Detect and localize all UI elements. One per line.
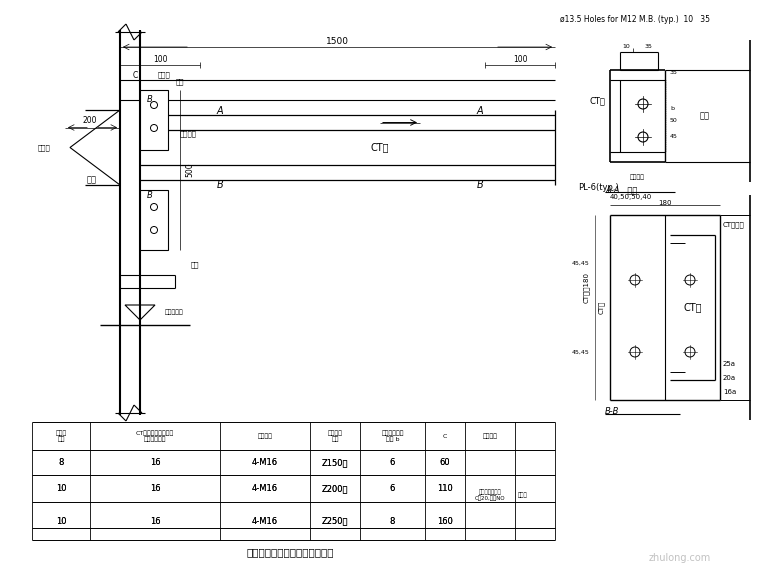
- Text: A: A: [217, 105, 223, 116]
- Text: 刃脚斜坡板: 刃脚斜坡板: [165, 309, 184, 315]
- Text: 4-M16: 4-M16: [252, 484, 278, 493]
- Text: 雨戒详图一（与钉住模板相连）: 雨戒详图一（与钉住模板相连）: [246, 547, 334, 557]
- Text: 60: 60: [440, 458, 451, 467]
- Text: 40,50,50,40: 40,50,50,40: [610, 194, 652, 200]
- Bar: [140, 190, 168, 250]
- Text: C: C: [443, 434, 447, 438]
- Text: 16a: 16a: [723, 389, 736, 395]
- Text: 10: 10: [55, 484, 66, 493]
- Text: 1500: 1500: [326, 36, 349, 46]
- Text: Z150型: Z150型: [321, 458, 348, 467]
- Text: 8: 8: [390, 516, 395, 526]
- Text: 4-M16: 4-M16: [252, 458, 278, 467]
- Text: 35: 35: [644, 44, 652, 50]
- Text: 16: 16: [150, 458, 160, 467]
- Text: 16: 16: [150, 484, 160, 493]
- Text: ø13.5 Holes for M12 M.B. (typ.)  10   35: ø13.5 Holes for M12 M.B. (typ.) 10 35: [560, 15, 710, 25]
- Text: 墙梁规格: 墙梁规格: [258, 433, 273, 439]
- Text: b: b: [670, 106, 674, 111]
- Text: Z150型: Z150型: [321, 458, 348, 467]
- Text: 200: 200: [83, 116, 97, 125]
- Text: 10: 10: [622, 44, 630, 50]
- Text: 10: 10: [55, 516, 66, 526]
- Text: 墙梁规格: 墙梁规格: [630, 174, 645, 180]
- Text: 110: 110: [437, 484, 453, 493]
- Text: CT梁: CT梁: [598, 301, 605, 314]
- Text: 8: 8: [59, 458, 64, 467]
- Text: Z250型: Z250型: [321, 516, 348, 526]
- Text: 10: 10: [55, 516, 66, 526]
- Text: 6: 6: [390, 484, 395, 493]
- Text: 4-M16: 4-M16: [252, 516, 278, 526]
- Text: 10: 10: [55, 484, 66, 493]
- Text: B: B: [217, 180, 223, 189]
- Text: A-A   断面: A-A 断面: [605, 185, 638, 194]
- Text: 钢柱: 钢柱: [87, 176, 97, 185]
- Text: 6: 6: [390, 458, 395, 467]
- Text: 4-M16: 4-M16: [252, 458, 278, 467]
- Text: A: A: [477, 105, 483, 116]
- Text: 8: 8: [390, 516, 395, 526]
- Text: 180: 180: [658, 200, 672, 206]
- Text: CT梁: CT梁: [589, 96, 605, 105]
- Text: 4-M16: 4-M16: [252, 484, 278, 493]
- Bar: [140, 90, 168, 150]
- Text: 60: 60: [440, 458, 451, 467]
- Text: 20a: 20a: [723, 375, 736, 381]
- Text: CT梁: CT梁: [371, 142, 389, 153]
- Text: 25a: 25a: [723, 361, 736, 367]
- Text: 45: 45: [670, 135, 678, 140]
- Text: 筋栏颗: 筋栏颗: [518, 492, 527, 498]
- Text: B-B: B-B: [605, 408, 619, 417]
- Text: zhulong.com: zhulong.com: [649, 553, 711, 563]
- Text: 墙梁: 墙梁: [700, 112, 710, 120]
- Text: CT梁腹板厚度及内筋
格数目、直径: CT梁腹板厚度及内筋 格数目、直径: [136, 430, 174, 442]
- Text: 45,45: 45,45: [572, 260, 589, 266]
- Text: PL-6(typ.): PL-6(typ.): [578, 182, 619, 192]
- Text: 当内内筋数目，
C及20,其本NO: 当内内筋数目， C及20,其本NO: [475, 489, 505, 501]
- Text: 墙梁: 墙梁: [176, 79, 184, 86]
- Text: B: B: [147, 96, 153, 104]
- Text: 墙梁规格: 墙梁规格: [179, 131, 197, 137]
- Text: CT梁规格: CT梁规格: [723, 222, 745, 229]
- Text: 16: 16: [150, 516, 160, 526]
- Text: Z200型: Z200型: [321, 484, 348, 493]
- Text: CT梁: CT梁: [683, 303, 701, 312]
- Text: 160: 160: [437, 516, 453, 526]
- Text: 500: 500: [185, 162, 195, 177]
- Text: 加劲板
厚度: 加劲板 厚度: [55, 430, 67, 442]
- Text: 45,45: 45,45: [572, 349, 589, 355]
- Text: 6: 6: [390, 484, 395, 493]
- Text: 雨板数量: 雨板数量: [483, 433, 498, 439]
- Text: 墙梁厚: 墙梁厚: [158, 72, 171, 78]
- Text: 100: 100: [153, 55, 167, 64]
- Text: 加劲板: 加劲板: [37, 144, 50, 151]
- Text: 8: 8: [59, 458, 64, 467]
- Text: 35: 35: [670, 71, 678, 75]
- Text: 4-M16: 4-M16: [252, 516, 278, 526]
- Text: 160: 160: [437, 516, 453, 526]
- Text: B: B: [477, 180, 483, 189]
- Text: CT梁长180: CT梁长180: [584, 272, 590, 303]
- Text: 6: 6: [390, 458, 395, 467]
- Text: 50: 50: [670, 118, 678, 123]
- Text: 墙梁规板孔心
间距 b: 墙梁规板孔心 间距 b: [382, 430, 404, 442]
- Text: B: B: [147, 190, 153, 200]
- Text: 16: 16: [150, 484, 160, 493]
- Text: 墙梁: 墙梁: [191, 262, 199, 268]
- Text: 100: 100: [513, 55, 527, 64]
- Text: Z200型: Z200型: [321, 484, 348, 493]
- Text: 16: 16: [150, 516, 160, 526]
- Text: C: C: [133, 71, 138, 79]
- Text: 110: 110: [437, 484, 453, 493]
- Text: Z250型: Z250型: [321, 516, 348, 526]
- Text: 16: 16: [150, 458, 160, 467]
- Text: 墙梁规板
厚度: 墙梁规板 厚度: [328, 430, 343, 442]
